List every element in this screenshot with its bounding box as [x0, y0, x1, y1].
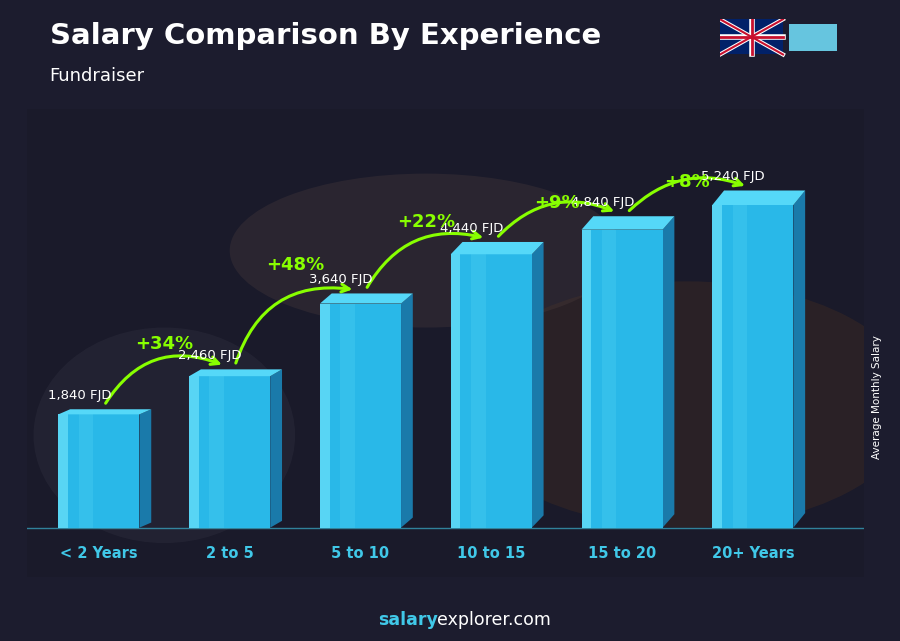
Text: 4,840 FJD: 4,840 FJD [571, 196, 634, 209]
Bar [189, 376, 270, 528]
Bar [451, 254, 532, 528]
Polygon shape [662, 216, 674, 528]
Text: 20+ Years: 20+ Years [712, 546, 794, 561]
Bar [189, 376, 199, 528]
Bar [720, 19, 783, 54]
Text: 2 to 5: 2 to 5 [206, 546, 254, 561]
Polygon shape [451, 242, 544, 254]
Text: Fundraiser: Fundraiser [50, 67, 145, 85]
Bar [340, 304, 355, 528]
Ellipse shape [33, 328, 295, 543]
Text: 2,460 FJD: 2,460 FJD [178, 349, 242, 362]
Polygon shape [58, 409, 151, 414]
Text: +34%: +34% [135, 335, 194, 353]
Bar [733, 205, 747, 528]
Text: +9%: +9% [534, 194, 580, 212]
Polygon shape [712, 190, 806, 205]
Text: +8%: +8% [664, 174, 710, 192]
Text: Salary Comparison By Experience: Salary Comparison By Experience [50, 22, 601, 51]
Bar [789, 24, 837, 51]
Bar [451, 254, 461, 528]
Text: 5 to 10: 5 to 10 [331, 546, 390, 561]
Polygon shape [140, 409, 151, 528]
Bar [78, 414, 94, 528]
Text: +22%: +22% [397, 213, 454, 231]
Polygon shape [320, 294, 413, 304]
Polygon shape [401, 294, 413, 528]
Text: 10 to 15: 10 to 15 [457, 546, 526, 561]
Text: salary: salary [378, 612, 438, 629]
Text: Average Monthly Salary: Average Monthly Salary [872, 335, 883, 460]
Polygon shape [189, 369, 282, 376]
Polygon shape [794, 190, 806, 528]
Text: explorer.com: explorer.com [436, 612, 551, 629]
Bar [471, 254, 486, 528]
Text: +48%: +48% [266, 256, 324, 274]
Bar [58, 414, 140, 528]
Text: 3,640 FJD: 3,640 FJD [309, 273, 373, 286]
Bar [320, 304, 401, 528]
Bar [58, 414, 68, 528]
Polygon shape [532, 242, 544, 528]
Bar [581, 229, 662, 528]
Bar [581, 229, 591, 528]
Bar [789, 24, 837, 51]
Text: 15 to 20: 15 to 20 [588, 546, 656, 561]
Polygon shape [270, 369, 282, 528]
Text: < 2 Years: < 2 Years [60, 546, 138, 561]
Bar [712, 205, 722, 528]
Text: 5,240 FJD: 5,240 FJD [701, 170, 765, 183]
Ellipse shape [459, 281, 900, 528]
Polygon shape [581, 216, 674, 229]
Ellipse shape [230, 174, 622, 328]
Bar [210, 376, 224, 528]
Bar [602, 229, 616, 528]
Bar [712, 205, 794, 528]
Text: 1,840 FJD: 1,840 FJD [48, 389, 111, 402]
Text: 4,440 FJD: 4,440 FJD [440, 222, 503, 235]
Bar [320, 304, 329, 528]
